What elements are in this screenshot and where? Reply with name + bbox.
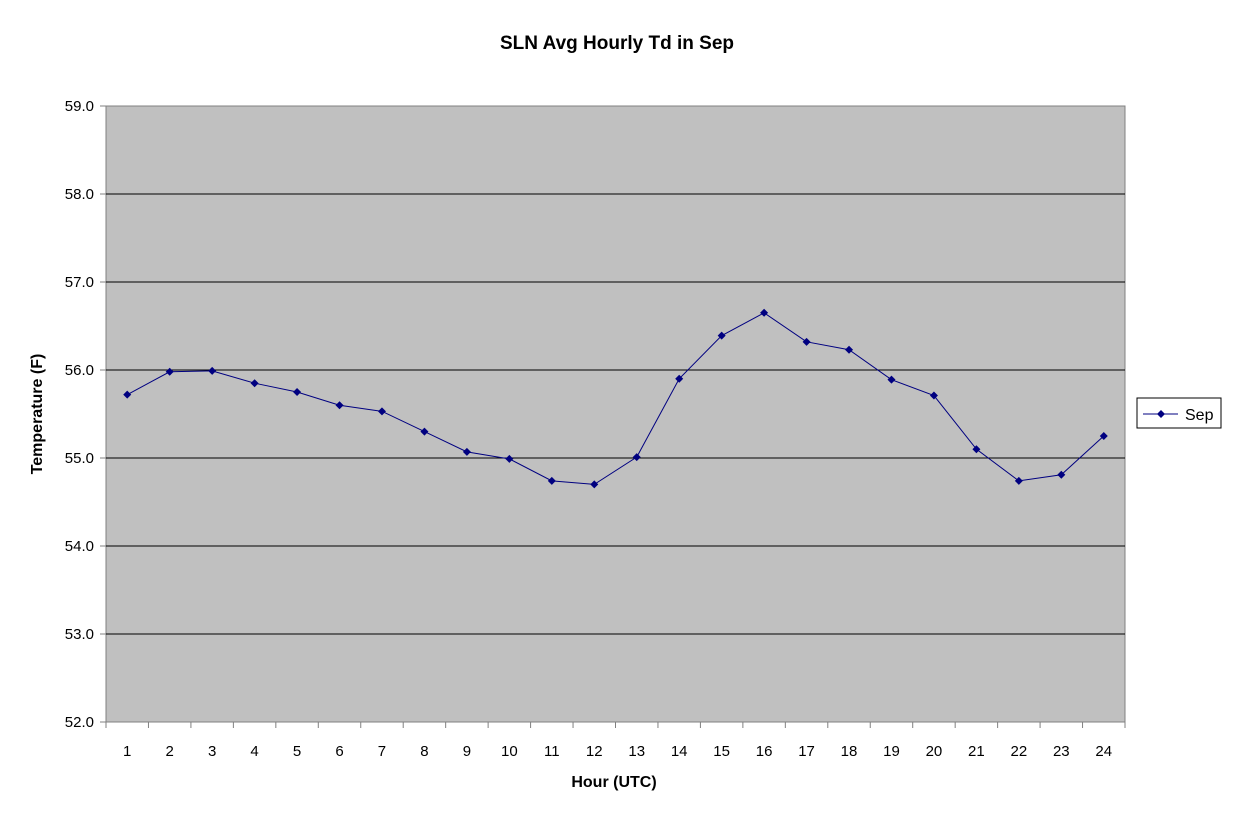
y-tick-label: 52.0 <box>65 714 94 731</box>
legend: Sep <box>1136 397 1222 429</box>
gridlines <box>106 193 1125 635</box>
x-tick-label: 10 <box>501 743 518 760</box>
y-axis-ticks: 52.0 53.0 54.0 55.0 56.0 57.0 58.0 59.0 <box>65 98 106 731</box>
x-tick-label: 6 <box>335 743 343 760</box>
data-point <box>632 453 641 462</box>
x-tick-label: 23 <box>1053 743 1070 760</box>
data-point <box>420 427 429 436</box>
x-tick-label: 8 <box>420 743 428 760</box>
data-point <box>293 388 302 396</box>
legend-entry-label: Sep <box>1185 407 1214 424</box>
x-axis-ticks: 1 2 3 4 5 6 7 8 9 10 11 12 13 14 15 16 17 18 19 20 21 22 23 24 <box>105 722 1126 760</box>
data-point <box>760 308 769 317</box>
x-tick-label: 20 <box>926 743 943 760</box>
data-point <box>1057 470 1066 479</box>
data-point <box>887 375 896 384</box>
y-tick-label: 55.0 <box>65 450 94 467</box>
data-point <box>462 447 471 456</box>
x-tick-label: 21 <box>968 743 985 760</box>
data-point <box>547 476 556 485</box>
y-tick-label: 57.0 <box>65 274 94 291</box>
x-tick-label: 22 <box>1011 743 1028 760</box>
x-tick-label: 19 <box>883 743 900 760</box>
x-tick-label: 5 <box>293 743 301 760</box>
y-tick-label: 54.0 <box>65 538 94 555</box>
x-tick-label: 13 <box>628 743 645 760</box>
x-tick-label: 1 <box>123 743 131 760</box>
x-tick-label: 3 <box>208 743 216 760</box>
data-point <box>802 337 811 346</box>
y-tick-label: 59.0 <box>65 98 94 115</box>
data-point <box>845 345 854 354</box>
y-axis-label: Temperature (F) <box>29 354 46 475</box>
x-axis-label: Hour (UTC) <box>571 774 656 791</box>
series-line <box>126 312 1105 485</box>
x-tick-label: 12 <box>586 743 603 760</box>
data-point <box>590 480 599 489</box>
plot-area <box>105 105 1126 723</box>
data-point <box>675 374 684 383</box>
data-point <box>1014 476 1023 485</box>
data-point <box>123 390 132 399</box>
x-tick-label: 14 <box>671 743 688 760</box>
x-tick-label: 7 <box>378 743 386 760</box>
x-tick-label: 2 <box>166 743 174 760</box>
x-tick-label: 4 <box>250 743 258 760</box>
data-point <box>929 391 938 400</box>
x-tick-label: 11 <box>544 743 560 760</box>
legend-marker-diamond <box>1157 410 1165 418</box>
y-tick-label: 56.0 <box>65 362 94 379</box>
data-point <box>972 445 981 454</box>
data-point <box>250 379 259 388</box>
data-point <box>208 366 217 375</box>
x-tick-label: 15 <box>713 743 730 760</box>
series-layer <box>123 308 1108 489</box>
x-tick-label: 18 <box>841 743 858 760</box>
data-point <box>335 401 344 410</box>
data-point <box>377 407 386 416</box>
data-point <box>717 331 726 340</box>
data-point <box>1099 432 1108 440</box>
data-point <box>165 367 174 376</box>
data-point <box>505 454 514 463</box>
chart-title: SLN Avg Hourly Td in Sep <box>500 33 734 54</box>
x-tick-label: 16 <box>756 743 773 760</box>
y-tick-label: 53.0 <box>65 626 94 643</box>
x-tick-label: 17 <box>798 743 815 760</box>
x-tick-label: 9 <box>463 743 471 760</box>
y-tick-label: 58.0 <box>65 186 94 203</box>
legend-box <box>1136 397 1222 429</box>
x-tick-label: 24 <box>1095 743 1112 760</box>
